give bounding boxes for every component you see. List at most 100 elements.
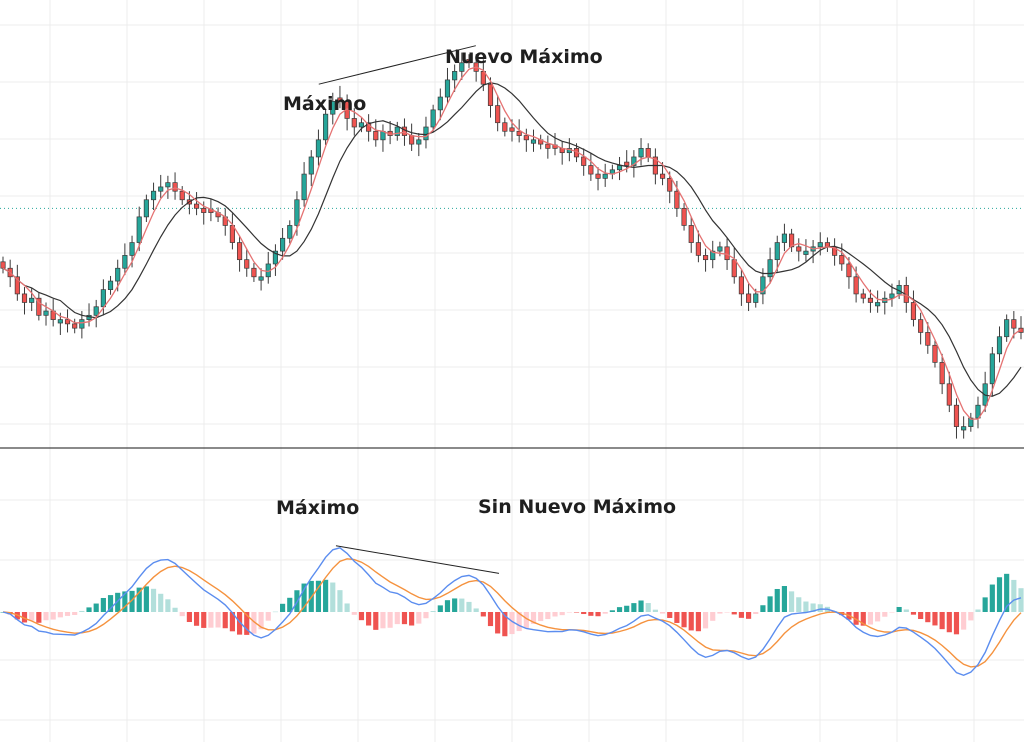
candle [638,138,644,166]
histogram-bar [774,588,780,612]
histogram-bar [36,612,42,623]
histogram-bar [287,597,293,612]
histogram-bar [57,612,63,618]
macd-line [2,547,1022,677]
candle [688,216,694,253]
slow-moving-average-line [2,82,1022,397]
candle [832,238,838,266]
histogram-bar [150,588,157,612]
histogram-bar [43,612,49,621]
histogram-bar [781,586,788,612]
candle [287,220,293,244]
histogram-bar [767,596,773,612]
candle [64,309,71,333]
histogram-bar [79,610,85,612]
histogram-bar [229,612,235,632]
histogram-bar [731,612,737,615]
price-new-high-label: Nuevo Máximo [445,46,603,68]
candle [953,398,960,439]
candle [330,92,336,125]
histogram-bar [681,612,687,628]
candle [14,264,20,301]
histogram-bar [509,612,515,635]
histogram-bar [595,612,601,617]
candle [968,412,974,432]
candle [918,312,924,345]
candle [609,164,615,180]
histogram-bar [330,582,336,612]
histogram-bar [695,612,701,632]
candle [875,290,881,313]
histogram-bar [588,612,594,616]
candle [201,201,207,225]
candle [1004,314,1010,342]
histogram-bar [659,612,666,614]
histogram-bar [961,612,967,630]
candle [251,263,257,282]
histogram-bar [530,612,537,624]
candle [652,148,658,185]
candle [939,353,945,395]
candle [523,128,529,152]
candle [265,251,271,284]
histogram-bar [566,612,572,613]
candle [588,153,594,181]
histogram-bar [581,612,587,615]
histogram-bar [430,611,436,612]
candle [409,123,415,151]
histogram-bar [115,592,121,612]
price-high-label: Máximo [283,93,366,115]
candle [0,256,6,274]
histogram-bar [165,599,171,612]
histogram-bar [337,590,343,612]
candle [545,135,551,159]
candle [702,248,709,272]
histogram-bar [810,603,816,612]
candle [760,268,766,305]
histogram-bar [480,612,486,617]
histogram-bar [538,612,544,622]
candle [366,114,372,142]
histogram-bar [573,612,580,613]
histogram-bar [982,597,988,612]
histogram-bar [179,612,185,617]
candle [767,247,773,284]
histogram-bar [667,612,673,618]
histogram-bar [968,612,974,621]
histogram-bar [122,591,128,612]
candle [258,268,264,291]
candle [150,182,157,211]
histogram-bar [817,604,823,612]
candle [860,288,866,304]
histogram-bar [946,612,952,633]
candle [616,156,623,181]
histogram-bar [516,612,522,632]
histogram-bar [882,612,888,617]
candle [423,116,429,149]
histogram-bar [72,612,78,615]
histogram-bar [545,612,551,620]
candle [452,64,458,92]
candle [882,291,888,315]
candle [774,235,780,272]
histogram-bar [459,598,465,612]
histogram-bar [803,601,809,612]
histogram-bar [437,605,443,612]
macd-highs-trendline [335,545,500,574]
histogram-bar [796,597,802,612]
histogram-bar [953,612,960,635]
histogram-bar [652,609,658,612]
histogram-bar [394,612,400,625]
histogram-bar [186,612,192,623]
histogram-bar [100,597,106,612]
candle [373,119,379,147]
histogram-bar [867,612,874,625]
histogram-bar [466,601,472,612]
macd-no-new-high-label: Sin Nuevo Máximo [478,496,676,518]
histogram-bar [193,612,200,626]
candle [581,148,587,176]
histogram-bar [674,612,680,623]
histogram-bar [616,607,623,612]
histogram-bar [523,612,529,628]
